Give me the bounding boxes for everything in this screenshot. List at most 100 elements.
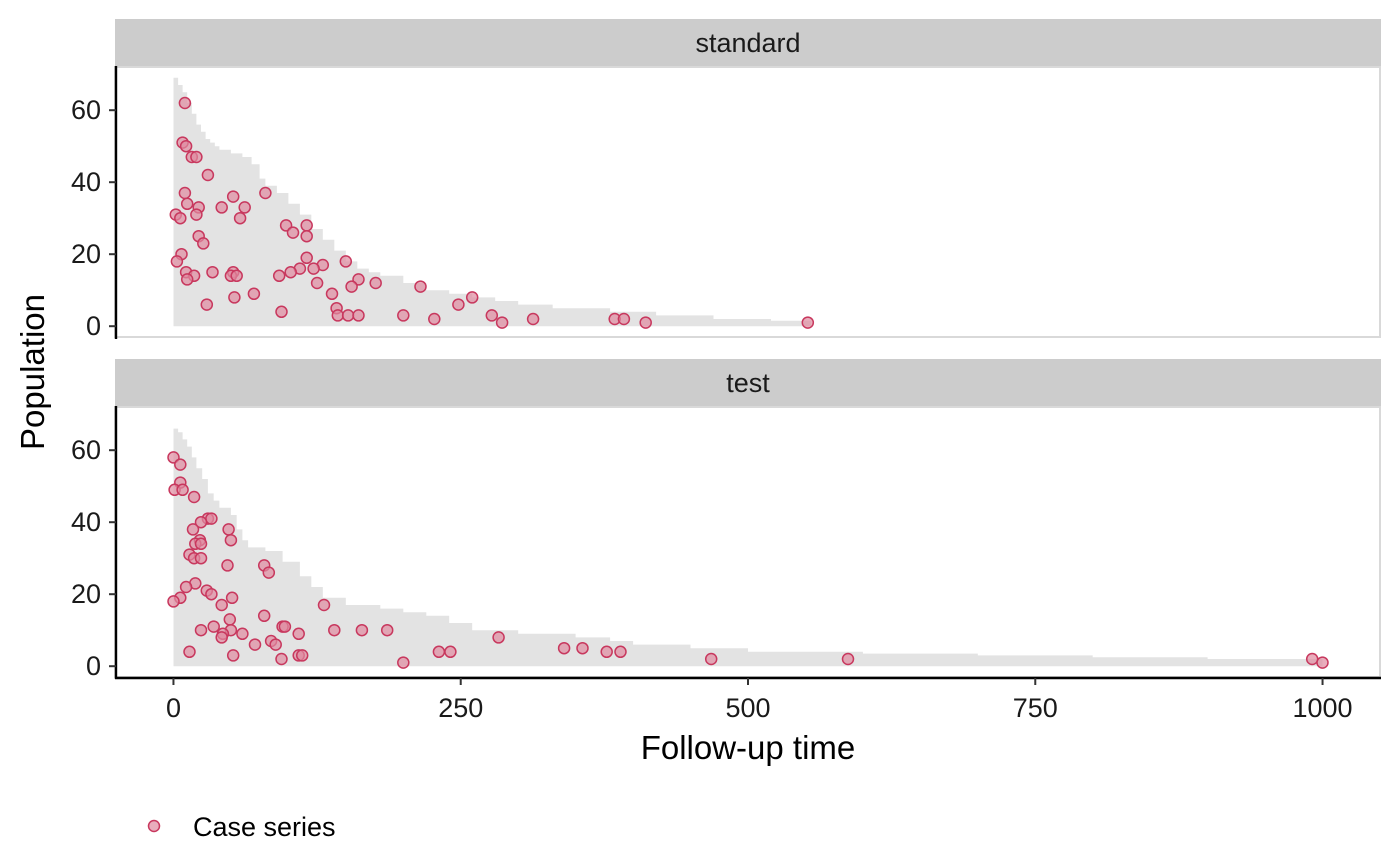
data-point: [222, 523, 235, 536]
data-point: [414, 280, 427, 293]
panel-strip-test: [115, 359, 1381, 406]
data-point: [262, 566, 276, 579]
data-point: [201, 168, 215, 182]
data-point: [286, 226, 300, 239]
x-tick-label: 250: [438, 693, 483, 723]
population-area: [173, 428, 1323, 667]
legend-key-case-series: [147, 819, 161, 833]
data-point: [226, 190, 240, 203]
data-point: [275, 652, 288, 666]
data-point: [187, 490, 201, 504]
data-point: [292, 627, 305, 641]
data-point: [238, 201, 251, 214]
data-point: [194, 551, 208, 565]
data-point: [197, 237, 210, 250]
data-point: [236, 627, 249, 641]
data-point: [600, 645, 613, 659]
panel-test-plot-area: [167, 428, 1329, 669]
data-point: [180, 273, 194, 286]
data-point: [190, 208, 203, 221]
data-point: [179, 139, 193, 153]
y-tick-label: 40: [71, 167, 101, 197]
data-point: [704, 652, 718, 666]
data-point: [215, 631, 228, 644]
data-point: [207, 620, 220, 633]
data-point: [180, 197, 194, 211]
data-point: [224, 533, 238, 547]
data-point: [328, 623, 341, 637]
data-point: [275, 305, 288, 319]
data-point: [200, 298, 214, 311]
data-point: [485, 309, 499, 322]
data-point: [576, 641, 589, 655]
data-point: [352, 309, 365, 322]
legend: Case series: [147, 812, 336, 842]
y-tick-label: 40: [71, 507, 101, 537]
data-point: [170, 255, 184, 268]
data-point: [557, 641, 571, 655]
data-point: [614, 645, 627, 659]
data-point: [495, 316, 509, 329]
data-point: [639, 316, 652, 329]
data-point: [492, 631, 505, 644]
data-point: [183, 645, 196, 659]
data-point: [317, 598, 331, 612]
data-point: [801, 316, 815, 329]
data-point: [300, 219, 313, 232]
data-point: [1316, 656, 1329, 669]
data-point: [221, 559, 234, 572]
data-point: [178, 186, 192, 200]
data-point: [269, 638, 282, 651]
panel-strip-label: standard: [695, 28, 800, 58]
data-point: [230, 269, 243, 283]
data-point: [397, 309, 410, 322]
data-point: [194, 537, 208, 551]
data-point: [194, 515, 208, 529]
panel-standard-plot-area: [169, 77, 815, 329]
data-point: [205, 512, 218, 525]
data-point: [278, 620, 292, 633]
y-tick-label: 0: [86, 311, 101, 341]
data-point: [284, 265, 297, 279]
data-point: [325, 287, 339, 301]
data-point: [176, 483, 189, 497]
data-point: [452, 298, 465, 311]
data-point: [179, 580, 193, 594]
legend-label-case-series: Case series: [193, 812, 336, 842]
data-point: [225, 591, 239, 605]
data-point: [617, 312, 631, 326]
data-point: [215, 598, 228, 612]
data-point: [167, 595, 180, 608]
data-point: [397, 656, 410, 669]
x-tick-label: 1000: [1293, 693, 1353, 723]
data-point: [174, 211, 187, 225]
data-point: [228, 291, 241, 304]
y-tick-label: 0: [86, 651, 101, 681]
data-point: [1305, 652, 1319, 666]
data-point: [369, 276, 382, 290]
panel-strip-label: test: [726, 368, 770, 398]
x-tick-label: 500: [725, 693, 770, 723]
data-point: [247, 287, 261, 301]
data-point: [259, 186, 272, 200]
x-axis-title: Follow-up time: [641, 729, 856, 766]
data-point: [380, 623, 394, 637]
data-point: [341, 309, 355, 322]
data-point: [465, 291, 479, 304]
data-point: [174, 458, 187, 471]
y-tick-label: 60: [71, 435, 101, 465]
data-point: [194, 623, 208, 637]
data-point: [444, 645, 457, 659]
data-point: [226, 649, 240, 662]
x-tick-label: 750: [1013, 693, 1058, 723]
data-point: [307, 262, 320, 275]
population-area: [173, 77, 812, 327]
y-tick-label: 20: [71, 579, 101, 609]
data-point: [428, 312, 441, 326]
data-point: [526, 312, 540, 326]
data-point: [331, 309, 345, 322]
data-point: [345, 280, 358, 293]
data-point: [432, 645, 446, 659]
data-point: [300, 229, 313, 243]
